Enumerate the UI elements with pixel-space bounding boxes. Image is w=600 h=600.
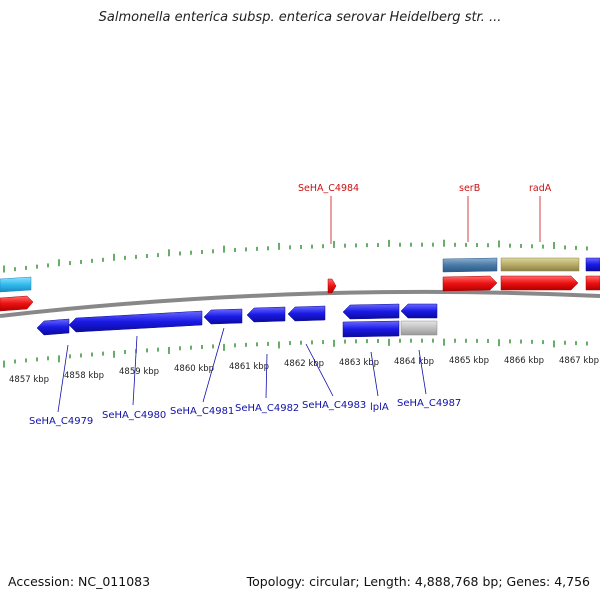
top-gene-labels: SeHA_C4984 serB radA (298, 183, 552, 244)
leader-line (265, 353, 268, 399)
label-seha-c4979[interactable]: SeHA_C4979 (29, 416, 93, 427)
kbp-label: 4865 kbp (449, 356, 489, 366)
gene-rada[interactable] (500, 275, 579, 291)
gene-forward-red-left[interactable] (0, 295, 34, 312)
gene-seha-c4982[interactable] (246, 306, 286, 323)
kbp-label: 4860 kbp (174, 364, 214, 374)
bottom-gene-labels: SeHA_C4979 SeHA_C4980 SeHA_C4981 SeHA_C4… (29, 327, 461, 427)
genome-backbone (0, 289, 600, 318)
outer-tick-marks (3, 239, 588, 273)
leader-line (132, 335, 138, 406)
reverse-strand-genes (36, 303, 438, 338)
gene-seha-c4981[interactable] (203, 308, 243, 325)
kbp-label: 4862 kbp (284, 359, 324, 369)
leader-line (305, 343, 334, 397)
kbp-label: 4864 kbp (394, 357, 434, 367)
gene-rada-khaki[interactable] (500, 257, 580, 272)
kbp-label: 4866 kbp (504, 356, 544, 366)
gene-seha-c4987[interactable] (400, 320, 438, 336)
leader-line (418, 349, 427, 395)
gene-seha-c4987-upper[interactable] (400, 303, 438, 319)
gene-lpla[interactable] (342, 320, 400, 338)
kbp-tick-labels: 4857 kbp 4858 kbp 4859 kbp 4860 kbp 4861… (9, 356, 599, 385)
kbp-label: 4861 kbp (229, 362, 269, 372)
label-seha-c4981[interactable]: SeHA_C4981 (170, 406, 234, 417)
genome-stats-text: Topology: circular; Length: 4,888,768 bp… (246, 574, 590, 589)
label-seha-c4980[interactable]: SeHA_C4980 (102, 410, 166, 421)
label-rada[interactable]: radA (529, 183, 552, 194)
kbp-label: 4858 kbp (64, 371, 104, 381)
gene-serb[interactable] (442, 275, 498, 292)
inner-tick-marks (3, 338, 588, 368)
gene-seha-c4984[interactable] (327, 278, 337, 294)
gene-seha-c4980[interactable] (68, 310, 203, 333)
leader-line (57, 344, 69, 413)
gene-seha-c4983[interactable] (287, 305, 326, 322)
kbp-label: 4867 kbp (559, 356, 599, 366)
label-lpla[interactable]: lplA (370, 402, 389, 413)
map-title: Salmonella enterica subsp. enterica sero… (98, 10, 502, 25)
forward-strand-genes (0, 257, 600, 312)
label-seha-c4984[interactable]: SeHA_C4984 (298, 183, 359, 194)
kbp-label: 4863 kbp (339, 358, 379, 368)
label-seha-c4983[interactable]: SeHA_C4983 (302, 400, 366, 411)
kbp-label: 4857 kbp (9, 375, 49, 385)
gene-lpla-upper[interactable] (342, 303, 400, 320)
label-seha-c4987[interactable]: SeHA_C4987 (397, 398, 461, 409)
gene-serb-steel[interactable] (442, 257, 498, 273)
gene-forward-light-blue[interactable] (0, 276, 32, 293)
label-serb[interactable]: serB (459, 183, 480, 194)
leader-line (202, 327, 225, 403)
leader-line (370, 351, 379, 397)
label-seha-c4982[interactable]: SeHA_C4982 (235, 403, 299, 414)
kbp-label: 4859 kbp (119, 367, 159, 377)
accession-text: Accession: NC_011083 (8, 574, 151, 589)
gene-forward-blue-right[interactable] (585, 257, 600, 272)
gene-seha-c4979[interactable] (36, 318, 70, 336)
gene-forward-red-right[interactable] (585, 275, 600, 291)
